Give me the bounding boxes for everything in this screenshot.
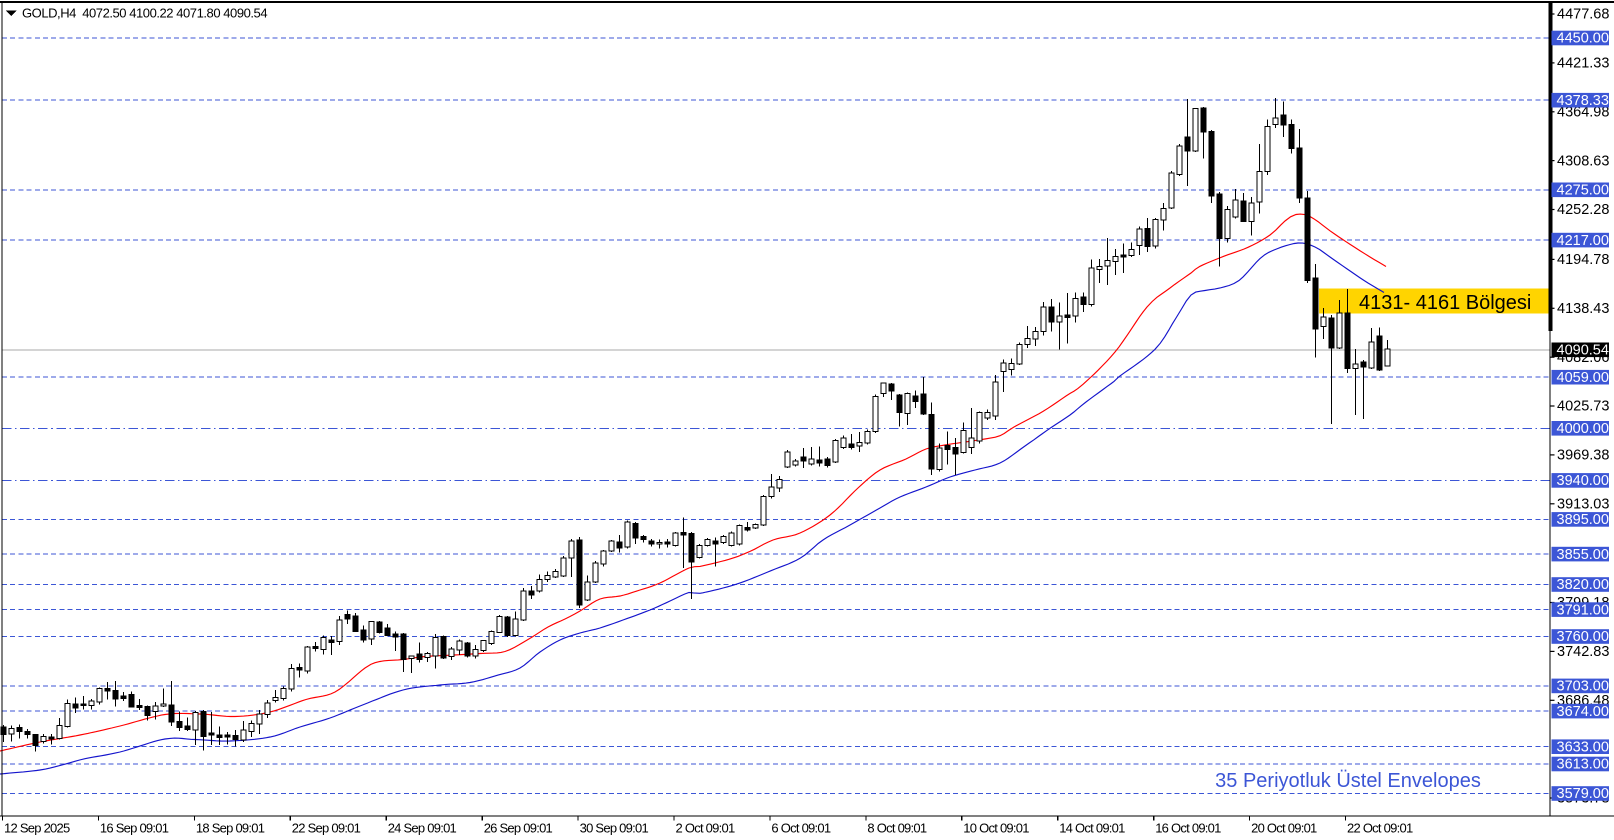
svg-text:3940.00: 3940.00 xyxy=(1557,473,1609,489)
svg-text:3579.00: 3579.00 xyxy=(1557,786,1609,802)
svg-text:4378.33: 4378.33 xyxy=(1557,93,1609,109)
svg-text:3791.00: 3791.00 xyxy=(1557,602,1609,618)
svg-text:4252.28: 4252.28 xyxy=(1557,202,1609,218)
svg-text:3760.00: 3760.00 xyxy=(1557,629,1609,645)
svg-text:GOLD,H4 4072.50 4100.22 4071.: GOLD,H4 4072.50 4100.22 4071.80 4090.54 xyxy=(22,6,267,21)
svg-text:22 Oct 09:01: 22 Oct 09:01 xyxy=(1347,821,1413,836)
svg-text:4275.00: 4275.00 xyxy=(1557,183,1609,199)
svg-text:6 Oct 09:01: 6 Oct 09:01 xyxy=(771,821,830,836)
svg-text:4450.00: 4450.00 xyxy=(1557,31,1609,47)
svg-text:16 Sep 09:01: 16 Sep 09:01 xyxy=(100,821,169,836)
svg-text:22 Sep 09:01: 22 Sep 09:01 xyxy=(292,821,361,836)
svg-text:4477.68: 4477.68 xyxy=(1557,7,1609,23)
svg-text:4000.00: 4000.00 xyxy=(1557,421,1609,437)
svg-text:3703.00: 3703.00 xyxy=(1557,679,1609,695)
svg-text:3913.03: 3913.03 xyxy=(1557,497,1609,513)
svg-text:3820.00: 3820.00 xyxy=(1557,577,1609,593)
svg-text:2 Oct 09:01: 2 Oct 09:01 xyxy=(676,821,735,836)
svg-text:3742.83: 3742.83 xyxy=(1557,644,1609,660)
svg-text:24 Sep 09:01: 24 Sep 09:01 xyxy=(388,821,457,836)
svg-text:3895.00: 3895.00 xyxy=(1557,512,1609,528)
svg-text:3969.38: 3969.38 xyxy=(1557,448,1609,464)
svg-text:4059.00: 4059.00 xyxy=(1557,370,1609,386)
svg-text:4131- 4161 Bölgesi: 4131- 4161 Bölgesi xyxy=(1359,292,1531,314)
svg-text:3613.00: 3613.00 xyxy=(1557,757,1609,773)
svg-text:16 Oct 09:01: 16 Oct 09:01 xyxy=(1155,821,1221,836)
svg-text:4217.00: 4217.00 xyxy=(1557,233,1609,249)
svg-text:26 Sep 09:01: 26 Sep 09:01 xyxy=(484,821,553,836)
svg-text:4090.54: 4090.54 xyxy=(1557,343,1609,359)
svg-text:4194.78: 4194.78 xyxy=(1557,252,1609,268)
svg-text:3633.00: 3633.00 xyxy=(1557,739,1609,755)
svg-text:12 Sep 2025: 12 Sep 2025 xyxy=(4,821,70,836)
svg-text:4308.63: 4308.63 xyxy=(1557,153,1609,169)
svg-text:14 Oct 09:01: 14 Oct 09:01 xyxy=(1059,821,1125,836)
svg-text:35 Periyotluk Üstel Envelopes: 35 Periyotluk Üstel Envelopes xyxy=(1215,770,1481,792)
svg-text:10 Oct 09:01: 10 Oct 09:01 xyxy=(963,821,1029,836)
svg-text:8 Oct 09:01: 8 Oct 09:01 xyxy=(867,821,926,836)
svg-text:4138.43: 4138.43 xyxy=(1557,301,1609,317)
svg-text:3855.00: 3855.00 xyxy=(1557,547,1609,563)
svg-text:4421.33: 4421.33 xyxy=(1557,56,1609,72)
svg-text:20 Oct 09:01: 20 Oct 09:01 xyxy=(1251,821,1317,836)
svg-text:4364.98: 4364.98 xyxy=(1557,105,1609,121)
svg-text:4025.73: 4025.73 xyxy=(1557,399,1609,415)
svg-text:18 Sep 09:01: 18 Sep 09:01 xyxy=(196,821,265,836)
svg-text:30 Sep 09:01: 30 Sep 09:01 xyxy=(580,821,649,836)
svg-text:3674.00: 3674.00 xyxy=(1557,704,1609,720)
